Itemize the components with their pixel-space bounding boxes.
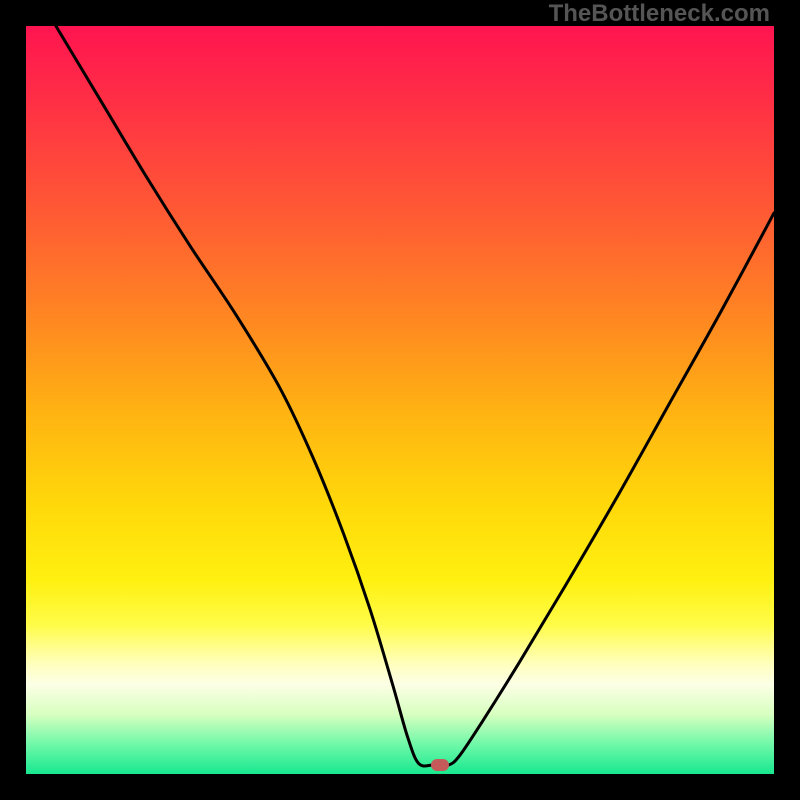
bottleneck-curve [26, 26, 774, 774]
chart-stage: TheBottleneck.com [0, 0, 800, 800]
watermark-text: TheBottleneck.com [549, 0, 770, 28]
plot-area [26, 26, 774, 774]
optimum-marker [431, 759, 449, 771]
curve-path [56, 26, 774, 766]
